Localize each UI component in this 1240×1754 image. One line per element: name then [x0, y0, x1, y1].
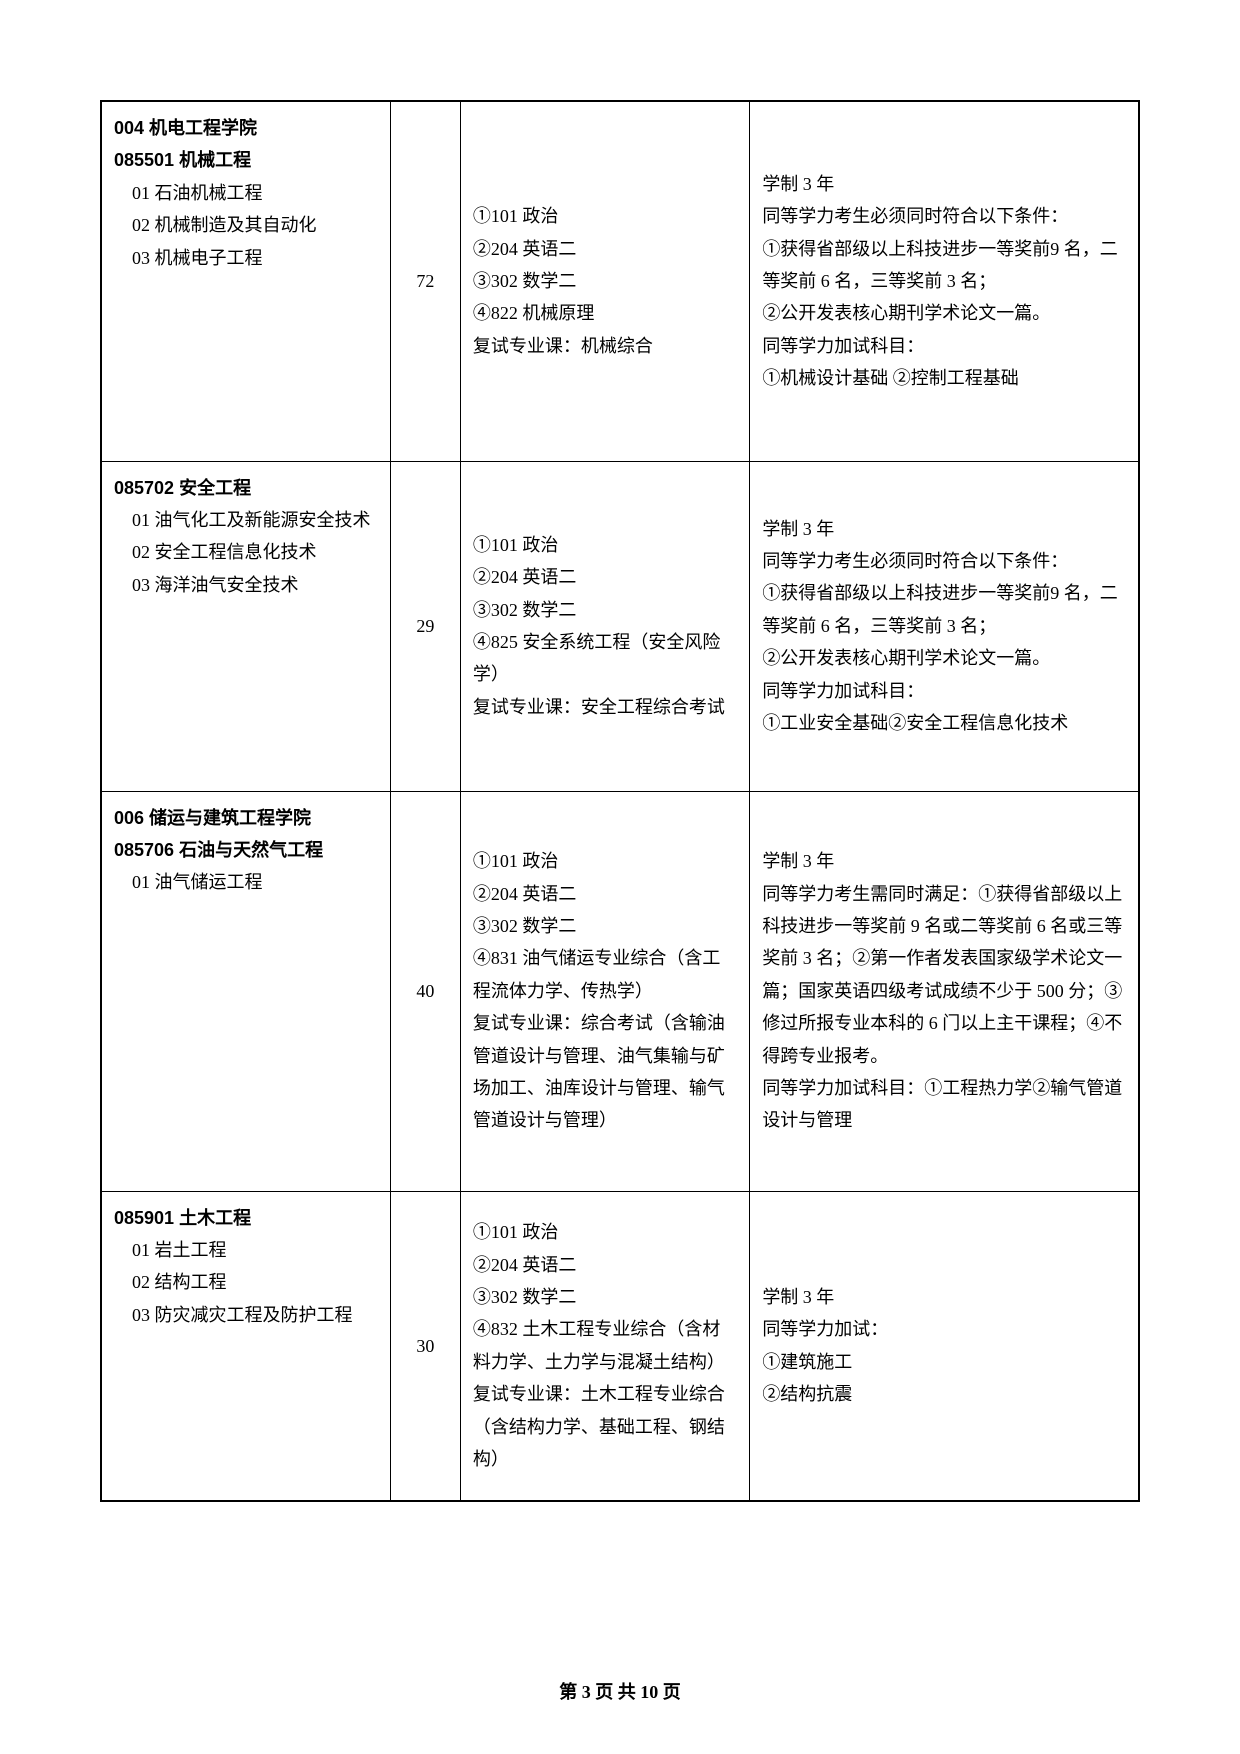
subject-line: ①101 政治: [473, 845, 737, 877]
subject-line: ④831 油气储运专业综合（含工程流体力学、传热学）: [473, 942, 737, 1007]
subjects-cell: ①101 政治②204 英语二③302 数学二④832 土木工程专业综合（含材料…: [460, 1191, 749, 1501]
note-line: ①获得省部级以上科技进步一等奖前9 名，二等奖前 6 名，三等奖前 3 名；: [762, 577, 1126, 642]
subjects-cell: ①101 政治②204 英语二③302 数学二④831 油气储运专业综合（含工程…: [460, 791, 749, 1191]
table-row: 085901 土木工程01 岩土工程02 结构工程03 防灾减灾工程及防护工程3…: [101, 1191, 1139, 1501]
table-row: 085702 安全工程01 油气化工及新能源安全技术02 安全工程信息化技术03…: [101, 461, 1139, 791]
program-line: 02 结构工程: [114, 1266, 378, 1298]
program-line: 085501 机械工程: [114, 144, 378, 176]
program-line: 01 油气化工及新能源安全技术: [114, 504, 378, 536]
note-line: 学制 3 年: [762, 1281, 1126, 1313]
quota-cell: 40: [390, 791, 460, 1191]
subject-line: ③302 数学二: [473, 594, 737, 626]
program-line: 01 岩土工程: [114, 1234, 378, 1266]
quota-cell: 30: [390, 1191, 460, 1501]
subject-line: ④825 安全系统工程（安全风险学）: [473, 626, 737, 691]
note-line: 同等学力考生必须同时符合以下条件：: [762, 200, 1126, 232]
subject-line: ④822 机械原理: [473, 297, 737, 329]
page-footer: 第 3 页 共 10 页: [0, 1678, 1240, 1704]
program-line: 03 机械电子工程: [114, 242, 378, 274]
table-row: 006 储运与建筑工程学院085706 石油与天然气工程01 油气储运工程40①…: [101, 791, 1139, 1191]
program-line: 085901 土木工程: [114, 1202, 378, 1234]
table-row: 004 机电工程学院085501 机械工程01 石油机械工程02 机械制造及其自…: [101, 101, 1139, 461]
program-line: 085706 石油与天然气工程: [114, 834, 378, 866]
subject-line: 复试专业课：机械综合: [473, 330, 737, 362]
subjects-cell: ①101 政治②204 英语二③302 数学二④825 安全系统工程（安全风险学…: [460, 461, 749, 791]
notes-cell: 学制 3 年同等学力加试：①建筑施工②结构抗震: [750, 1191, 1139, 1501]
subjects-cell: ①101 政治②204 英语二③302 数学二④822 机械原理复试专业课：机械…: [460, 101, 749, 461]
subject-line: ①101 政治: [473, 529, 737, 561]
program-cell: 006 储运与建筑工程学院085706 石油与天然气工程01 油气储运工程: [101, 791, 390, 1191]
subject-line: ④832 土木工程专业综合（含材料力学、土力学与混凝土结构）: [473, 1313, 737, 1378]
program-line: 02 安全工程信息化技术: [114, 536, 378, 568]
note-line: ②公开发表核心期刊学术论文一篇。: [762, 297, 1126, 329]
program-line: 01 石油机械工程: [114, 177, 378, 209]
note-line: ②公开发表核心期刊学术论文一篇。: [762, 642, 1126, 674]
subject-line: ①101 政治: [473, 200, 737, 232]
program-line: 03 海洋油气安全技术: [114, 569, 378, 601]
quota-cell: 72: [390, 101, 460, 461]
program-cell: 085901 土木工程01 岩土工程02 结构工程03 防灾减灾工程及防护工程: [101, 1191, 390, 1501]
subject-line: ③302 数学二: [473, 265, 737, 297]
note-line: ①建筑施工: [762, 1346, 1126, 1378]
note-line: 学制 3 年: [762, 845, 1126, 877]
subject-line: ③302 数学二: [473, 1281, 737, 1313]
quota-cell: 29: [390, 461, 460, 791]
program-line: 004 机电工程学院: [114, 112, 378, 144]
notes-cell: 学制 3 年同等学力考生必须同时符合以下条件：①获得省部级以上科技进步一等奖前9…: [750, 101, 1139, 461]
subject-line: 复试专业课：安全工程综合考试: [473, 691, 737, 723]
program-line: 01 油气储运工程: [114, 866, 378, 898]
catalog-table: 004 机电工程学院085501 机械工程01 石油机械工程02 机械制造及其自…: [100, 100, 1140, 1502]
subject-line: ②204 英语二: [473, 561, 737, 593]
program-cell: 004 机电工程学院085501 机械工程01 石油机械工程02 机械制造及其自…: [101, 101, 390, 461]
program-cell: 085702 安全工程01 油气化工及新能源安全技术02 安全工程信息化技术03…: [101, 461, 390, 791]
note-line: ①工业安全基础②安全工程信息化技术: [762, 707, 1126, 739]
note-line: 学制 3 年: [762, 168, 1126, 200]
note-line: 同等学力加试科目：①工程热力学②输气管道设计与管理: [762, 1072, 1126, 1137]
table-body: 004 机电工程学院085501 机械工程01 石油机械工程02 机械制造及其自…: [101, 101, 1139, 1501]
footer-text: 第 3 页 共 10 页: [559, 1682, 681, 1702]
subject-line: 复试专业课：综合考试（含输油管道设计与管理、油气集输与矿场加工、油库设计与管理、…: [473, 1007, 737, 1137]
note-line: ①机械设计基础 ②控制工程基础: [762, 362, 1126, 394]
program-line: 03 防灾减灾工程及防护工程: [114, 1299, 378, 1331]
note-line: 同等学力考生必须同时符合以下条件：: [762, 545, 1126, 577]
note-line: 学制 3 年: [762, 513, 1126, 545]
program-line: 085702 安全工程: [114, 472, 378, 504]
note-line: ①获得省部级以上科技进步一等奖前9 名，二等奖前 6 名，三等奖前 3 名；: [762, 233, 1126, 298]
program-line: 006 储运与建筑工程学院: [114, 802, 378, 834]
note-line: 同等学力加试：: [762, 1313, 1126, 1345]
note-line: 同等学力加试科目：: [762, 330, 1126, 362]
subject-line: 复试专业课：土木工程专业综合（含结构力学、基础工程、钢结构）: [473, 1378, 737, 1475]
notes-cell: 学制 3 年同等学力考生需同时满足：①获得省部级以上科技进步一等奖前 9 名或二…: [750, 791, 1139, 1191]
subject-line: ②204 英语二: [473, 233, 737, 265]
program-line: 02 机械制造及其自动化: [114, 209, 378, 241]
note-line: 同等学力考生需同时满足：①获得省部级以上科技进步一等奖前 9 名或二等奖前 6 …: [762, 878, 1126, 1072]
subject-line: ③302 数学二: [473, 910, 737, 942]
note-line: ②结构抗震: [762, 1378, 1126, 1410]
subject-line: ①101 政治: [473, 1216, 737, 1248]
subject-line: ②204 英语二: [473, 878, 737, 910]
subject-line: ②204 英语二: [473, 1249, 737, 1281]
notes-cell: 学制 3 年同等学力考生必须同时符合以下条件：①获得省部级以上科技进步一等奖前9…: [750, 461, 1139, 791]
note-line: 同等学力加试科目：: [762, 675, 1126, 707]
